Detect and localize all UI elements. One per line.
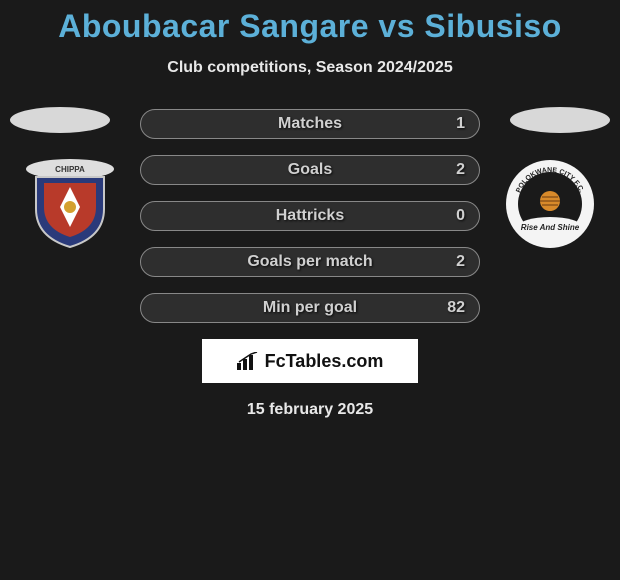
stat-label: Min per goal: [263, 299, 357, 317]
stat-row-goals-per-match: Goals per match 2: [140, 247, 480, 277]
player-avatar-right: [510, 107, 610, 133]
chippa-shield-icon: CHIPPA: [22, 159, 118, 249]
badge-left-top-text: CHIPPA: [55, 165, 85, 174]
club-badge-left: CHIPPA: [22, 159, 118, 249]
date-line: 15 february 2025: [0, 401, 620, 419]
stat-value: 0: [456, 207, 465, 225]
stat-row-hattricks: Hattricks 0: [140, 201, 480, 231]
stat-value: 1: [456, 115, 465, 133]
polokwane-badge-icon: POLOKWANE CITY F.C. Rise And Shine: [502, 159, 598, 249]
comparison-area: CHIPPA POLOKWANE CITY F.C. Rise And Shin…: [0, 107, 620, 419]
bar-chart-icon: [237, 352, 259, 370]
stat-value: 2: [456, 161, 465, 179]
stat-value: 82: [447, 299, 465, 317]
stat-row-matches: Matches 1: [140, 109, 480, 139]
brand-text: FcTables.com: [265, 351, 384, 372]
player-avatar-left: [10, 107, 110, 133]
badge-right-motto: Rise And Shine: [521, 223, 580, 232]
page-title: Aboubacar Sangare vs Sibusiso: [0, 0, 620, 45]
stat-value: 2: [456, 253, 465, 271]
club-badge-right: POLOKWANE CITY F.C. Rise And Shine: [502, 159, 598, 249]
stat-label: Goals: [288, 161, 332, 179]
stat-rows: Matches 1 Goals 2 Hattricks 0 Goals per …: [140, 107, 480, 323]
subtitle: Club competitions, Season 2024/2025: [0, 59, 620, 77]
brand-box[interactable]: FcTables.com: [202, 339, 418, 383]
stat-row-min-per-goal: Min per goal 82: [140, 293, 480, 323]
stat-label: Goals per match: [247, 253, 372, 271]
stat-label: Hattricks: [276, 207, 344, 225]
stat-row-goals: Goals 2: [140, 155, 480, 185]
stat-label: Matches: [278, 115, 342, 133]
